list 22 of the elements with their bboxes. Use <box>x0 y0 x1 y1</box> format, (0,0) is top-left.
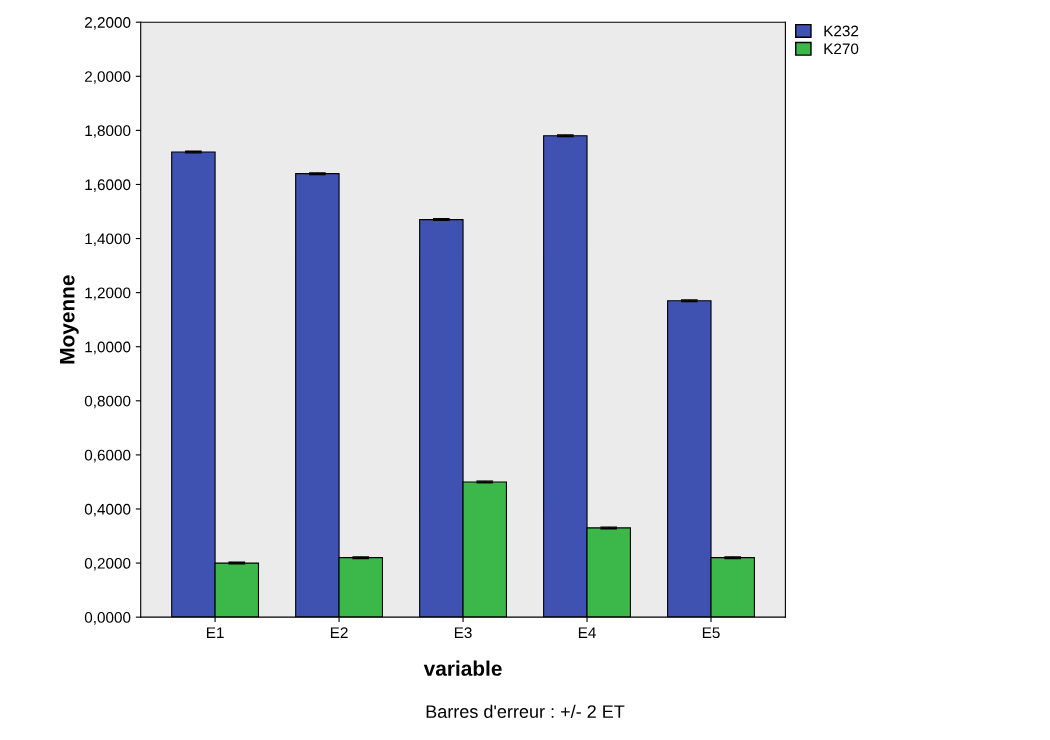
y-tick-label: 1,0000 <box>85 341 131 355</box>
x-tick-label: E1 <box>207 627 224 638</box>
y-axis-title: Moyenne <box>60 275 79 364</box>
x-axis-title: variable <box>423 660 502 676</box>
y-tick-label: 1,4000 <box>85 233 131 247</box>
y-tick-label: 1,2000 <box>85 287 131 301</box>
y-tick-label: 2,0000 <box>85 71 131 84</box>
y-tick-label: 1,8000 <box>85 125 131 138</box>
y-tick-label: 0,4000 <box>84 503 131 517</box>
x-tick-label: E2 <box>330 627 348 638</box>
x-tick-label: E4 <box>578 627 596 638</box>
legend-label: K232 <box>824 25 859 37</box>
legend-label: K270 <box>824 43 859 55</box>
y-tick-label: 2,2000 <box>85 17 131 30</box>
x-tick-label: E5 <box>702 627 720 639</box>
y-tick-label: 0,6000 <box>84 449 131 463</box>
y-tick-label: 1,6000 <box>85 179 131 192</box>
text: Barres d'erreur : +/- 2 ET <box>426 704 625 718</box>
y-tick-label: 0,0000 <box>84 612 131 625</box>
y-tick-label: 0,8000 <box>84 395 131 409</box>
y-tick-label: 0,2000 <box>84 557 131 571</box>
x-tick-label: E3 <box>454 627 472 639</box>
